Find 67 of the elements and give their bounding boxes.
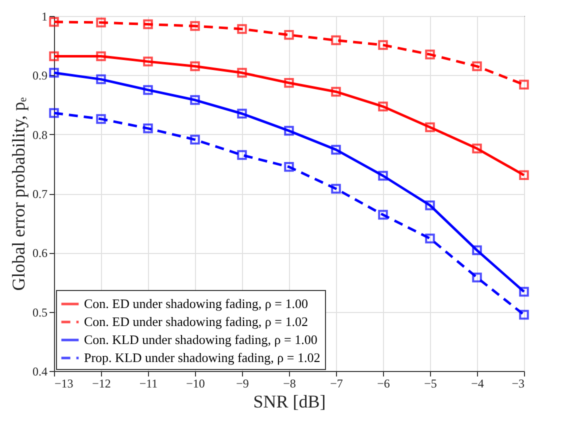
point <box>519 80 529 90</box>
point <box>472 245 482 256</box>
point <box>96 51 106 62</box>
point <box>143 56 153 66</box>
point <box>284 126 294 136</box>
x-tick-label: −4 <box>471 376 484 390</box>
point <box>519 170 529 180</box>
point <box>49 51 59 62</box>
legend-label: Con. KLD under shadowing fading, ρ = 1.00 <box>84 332 318 347</box>
point <box>425 200 435 210</box>
y-axis-title: Global error probability, pₑ <box>8 96 28 291</box>
point <box>190 21 200 31</box>
point <box>143 85 153 95</box>
x-tick-label: −8 <box>283 376 296 390</box>
point <box>284 78 294 88</box>
y-tick-label: 0.7 <box>32 187 48 201</box>
point <box>519 286 529 297</box>
point <box>472 144 482 154</box>
point <box>96 114 106 124</box>
point <box>237 68 247 78</box>
x-tick-label: −5 <box>424 376 437 390</box>
point <box>472 61 482 72</box>
point <box>190 95 200 105</box>
point <box>96 74 106 84</box>
x-tick-label: −11 <box>139 376 158 390</box>
x-tick-label: −9 <box>236 376 249 390</box>
x-tick-label: −6 <box>377 376 390 390</box>
x-axis-title: SNR [dB] <box>253 392 326 412</box>
x-tick-label: −7 <box>330 376 343 390</box>
point <box>425 50 435 60</box>
y-tick-label: 0.4 <box>32 364 48 378</box>
point <box>331 86 341 97</box>
point <box>519 310 529 320</box>
x-tick-label: −12 <box>92 376 111 390</box>
point <box>378 170 388 181</box>
y-tick-label: 0.9 <box>32 68 48 83</box>
point <box>190 134 200 145</box>
point <box>284 162 294 172</box>
point <box>143 19 153 30</box>
point <box>378 210 388 220</box>
x-tick-label: −13 <box>54 376 74 390</box>
point <box>49 108 59 118</box>
point <box>284 30 294 40</box>
point <box>331 184 341 194</box>
point <box>425 234 435 244</box>
legend-label: Prop. KLD under shadowing fading, ρ = 1.02 <box>84 350 320 365</box>
y-tick-label: 0.8 <box>32 128 48 142</box>
point <box>472 272 482 282</box>
point <box>190 61 200 72</box>
point <box>378 40 388 50</box>
point <box>237 108 247 118</box>
point <box>96 18 106 28</box>
point <box>237 150 247 160</box>
y-tick-label: 1 <box>42 10 48 24</box>
point <box>378 102 388 112</box>
x-tick-label: −10 <box>186 376 205 390</box>
point <box>331 144 341 155</box>
point <box>331 35 341 46</box>
y-tick-label: 0.5 <box>32 305 48 320</box>
point <box>143 124 153 134</box>
y-tick-label: 0.6 <box>32 246 48 260</box>
legend-label: Con. ED under shadowing fading, ρ = 1.02 <box>84 314 308 329</box>
point <box>237 24 247 34</box>
legend-label: Con. ED under shadowing fading, ρ = 1.00 <box>84 296 308 311</box>
point <box>425 122 435 132</box>
point <box>49 68 59 78</box>
x-tick-label: −3 <box>512 376 524 390</box>
